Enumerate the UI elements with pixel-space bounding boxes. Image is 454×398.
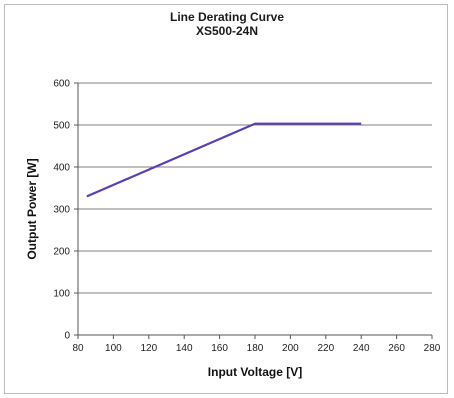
- gridlines: [78, 82, 432, 294]
- y-tick-label: 200: [53, 247, 70, 258]
- chart-title: Line Derating Curve: [169, 10, 285, 24]
- x-tick-labels: 80 100 120 140 160 180 200 220 240 260 280: [72, 343, 440, 354]
- x-tick-label: 140: [176, 343, 193, 354]
- x-tick-label: 180: [247, 343, 264, 354]
- x-tick-label: 160: [211, 343, 228, 354]
- series-lines: [86, 122, 362, 198]
- y-tick-label: 400: [53, 163, 70, 174]
- x-tick-label: 220: [317, 343, 334, 354]
- y-tick-label: 600: [53, 79, 70, 90]
- x-tick-label: 100: [105, 343, 122, 354]
- y-axis-label: Output Power [W]: [25, 158, 39, 259]
- y-tick-label: 100: [53, 289, 70, 300]
- y-tick-label: 300: [53, 205, 70, 216]
- chart-subtitle: XS500-24N: [195, 24, 259, 38]
- y-tick-label: 0: [64, 331, 70, 342]
- x-tick-label: 120: [140, 343, 157, 354]
- x-tick-label: 200: [282, 343, 299, 354]
- axes: [74, 82, 433, 339]
- x-tick-label: 80: [72, 343, 84, 354]
- y-tick-label: 500: [53, 121, 70, 132]
- x-axis-label: Input Voltage [V]: [208, 365, 302, 379]
- series-line-0: [86, 122, 362, 198]
- x-tick-label: 280: [424, 343, 441, 354]
- y-tick-labels: 0 100 200 300 400 500 600: [53, 79, 70, 342]
- x-tick-label: 240: [353, 343, 370, 354]
- x-tick-label: 260: [388, 343, 405, 354]
